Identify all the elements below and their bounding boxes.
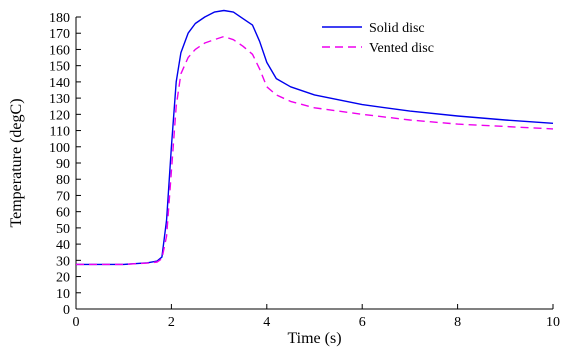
axis-ticks: 0 2 4 6 8 10010203040506070809010011012013014…	[49, 11, 560, 330]
y-tick-label: 70	[56, 189, 70, 204]
y-tick-label: 40	[56, 238, 70, 253]
y-tick-label: 60	[56, 206, 70, 221]
x-tick-label: 2	[168, 315, 175, 330]
y-tick-label: 120	[49, 108, 70, 123]
x-axis-title: Time (s)	[287, 330, 341, 347]
legend-label: Vented disc	[369, 41, 434, 56]
y-tick-label: 10	[56, 287, 70, 302]
legend-label: Solid disc	[369, 21, 425, 36]
y-tick-label: 140	[49, 76, 70, 91]
x-tick-label: 6	[359, 315, 366, 330]
y-tick-label: 170	[49, 27, 70, 42]
y-tick-label: 50	[56, 222, 70, 237]
series-line-vented-disc	[76, 35, 554, 266]
y-tick-label: 130	[49, 92, 70, 107]
y-tick-label: 110	[50, 125, 70, 140]
y-tick-label: 180	[49, 11, 70, 26]
y-tick-label: 20	[56, 271, 70, 286]
y-tick-label: 150	[49, 60, 70, 75]
y-tick-label: 80	[56, 173, 70, 188]
series-layer	[76, 9, 554, 266]
legend: Solid disc Vented disc	[322, 21, 434, 56]
y-tick-label: 30	[56, 254, 70, 269]
x-tick-label: 0	[73, 315, 80, 330]
y-tick-label: 160	[49, 43, 70, 58]
y-tick-label: 0	[63, 303, 70, 318]
y-tick-label: 100	[49, 141, 70, 156]
series-line-solid-disc	[76, 9, 554, 266]
x-tick-label: 4	[263, 315, 270, 330]
y-tick-label: 90	[56, 157, 70, 172]
x-tick-label: 8	[454, 315, 461, 330]
plot-axes	[75, 17, 553, 310]
x-tick-label: 10	[546, 315, 560, 330]
y-axis-title: Temperature (degC)	[8, 98, 25, 227]
